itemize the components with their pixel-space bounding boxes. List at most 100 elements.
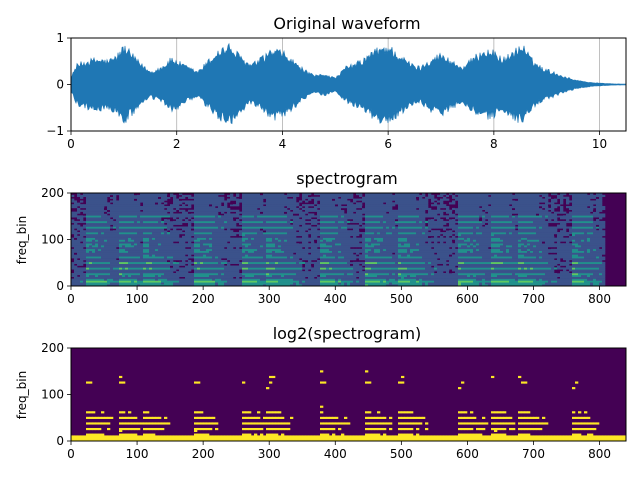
spectrogram-cell <box>200 271 204 274</box>
spectrogram-cell <box>326 194 330 198</box>
spectrogram-cell <box>227 220 231 224</box>
spectrogram-cell <box>317 269 321 272</box>
spectrogram-cell <box>281 271 285 274</box>
spectrogram-cell <box>101 252 105 255</box>
spectrogram-cell <box>257 243 261 246</box>
spectrogram-cell <box>80 267 84 270</box>
spectrogram-cell <box>314 267 318 270</box>
spectrogram-cell <box>293 237 297 240</box>
spectrogram-cell <box>323 235 327 238</box>
spectrogram-cell <box>113 233 117 237</box>
spectrogram-cell <box>209 274 213 277</box>
spectrogram-cell <box>389 280 393 283</box>
spectrogram-cell <box>101 245 105 248</box>
spectrogram-cell <box>119 267 123 270</box>
spectrogram-cell <box>359 248 363 251</box>
spectrogram-cell <box>287 224 291 227</box>
spectrogram-cell <box>125 250 129 253</box>
spectrogram-cell <box>332 204 336 207</box>
spectrogram-cell <box>167 282 171 285</box>
spectrogram-cell <box>338 261 342 264</box>
spectrogram-cell <box>128 250 132 253</box>
spectrogram-cell <box>311 263 315 266</box>
spectrogram-cell <box>104 282 108 285</box>
spectrogram-cell <box>263 219 267 222</box>
spectrogram-cell <box>245 226 249 229</box>
spectrogram-cell <box>131 284 135 287</box>
spectrogram-cell <box>365 272 369 276</box>
spectrogram-cell <box>188 230 192 233</box>
spectrogram-cell <box>89 250 93 253</box>
spectrogram-cell <box>212 202 216 205</box>
spectrogram-cell <box>194 226 198 229</box>
spectrogram-cell <box>152 267 156 270</box>
spectrogram-cell <box>167 265 171 268</box>
spectrogram-cell <box>275 269 279 272</box>
spectrogram-cell <box>137 228 141 231</box>
spectrogram-cell <box>107 219 111 222</box>
spectrogram-cell <box>338 258 342 261</box>
spectrogram-cell <box>380 213 384 216</box>
spectrogram-cell <box>140 250 144 253</box>
spectrogram-cell <box>296 252 300 255</box>
spectrogram-cell <box>86 254 90 257</box>
spectrogram-cell <box>266 263 270 266</box>
spectrogram-cell <box>215 248 219 251</box>
spectrogram-cell <box>251 267 255 270</box>
spectrogram-cell <box>245 250 249 253</box>
spectrogram-cell <box>197 241 201 244</box>
spectrogram-cell <box>149 209 153 212</box>
spectrogram-cell <box>254 222 258 225</box>
spectrogram-cell <box>89 258 93 261</box>
spectrogram-cell <box>329 274 333 277</box>
spectrogram-cell <box>329 246 333 250</box>
spectrogram-cell <box>293 206 297 209</box>
spectrogram-cell <box>377 278 381 281</box>
spectrogram-cell <box>338 220 342 224</box>
spectrogram-cell <box>71 220 75 224</box>
spectrogram-cell <box>278 248 282 251</box>
spectrogram-cell <box>314 193 318 196</box>
spectrogram-cell <box>269 222 273 225</box>
spectrogram-cell <box>131 267 135 270</box>
spectrogram-cell <box>107 228 111 231</box>
spectrogram-cell <box>122 217 126 220</box>
spectrogram-cell <box>371 246 375 250</box>
spectrogram-cell <box>302 272 306 276</box>
spectrogram-cell <box>203 196 207 199</box>
spectrogram-cell <box>290 224 294 227</box>
spectrogram-cell <box>194 274 198 277</box>
spectrogram-cell <box>125 232 129 235</box>
spectrogram-cell <box>89 217 93 220</box>
spectrogram-cell <box>374 256 378 259</box>
spectrogram-cell <box>302 271 306 274</box>
spectrogram-cell <box>305 207 309 211</box>
spectrogram-cell <box>326 224 330 227</box>
spectrogram-cell <box>146 230 150 233</box>
spectrogram-cell <box>278 200 282 203</box>
spectrogram-cell <box>200 276 204 279</box>
spectrogram-cell <box>74 213 78 216</box>
spectrogram-cell <box>350 274 354 277</box>
spectrogram-cell <box>314 215 318 218</box>
spectrogram-cell <box>242 226 246 229</box>
spectrogram-cell <box>149 258 153 261</box>
spectrogram-cell <box>119 276 123 279</box>
spectrogram-cell <box>251 237 255 240</box>
spectrogram-cell <box>155 254 159 257</box>
spectrogram-cell <box>344 276 348 279</box>
spectrogram-cell <box>95 258 99 261</box>
spectrogram-cell <box>326 243 330 246</box>
spectrogram-cell <box>338 226 342 229</box>
spectrogram-cell <box>116 204 120 207</box>
spectrogram-cell <box>77 245 81 248</box>
spectrogram-cell <box>287 261 291 264</box>
spectrogram-cell <box>191 202 195 205</box>
spectrogram-cell <box>359 193 363 196</box>
spectrogram-cell <box>185 239 189 242</box>
spectrogram-cell <box>242 258 246 261</box>
spectrogram-cell <box>203 224 207 227</box>
spectrogram-cell <box>332 278 336 281</box>
spectrogram-cell <box>71 224 75 227</box>
spectrogram-cell <box>92 211 96 214</box>
